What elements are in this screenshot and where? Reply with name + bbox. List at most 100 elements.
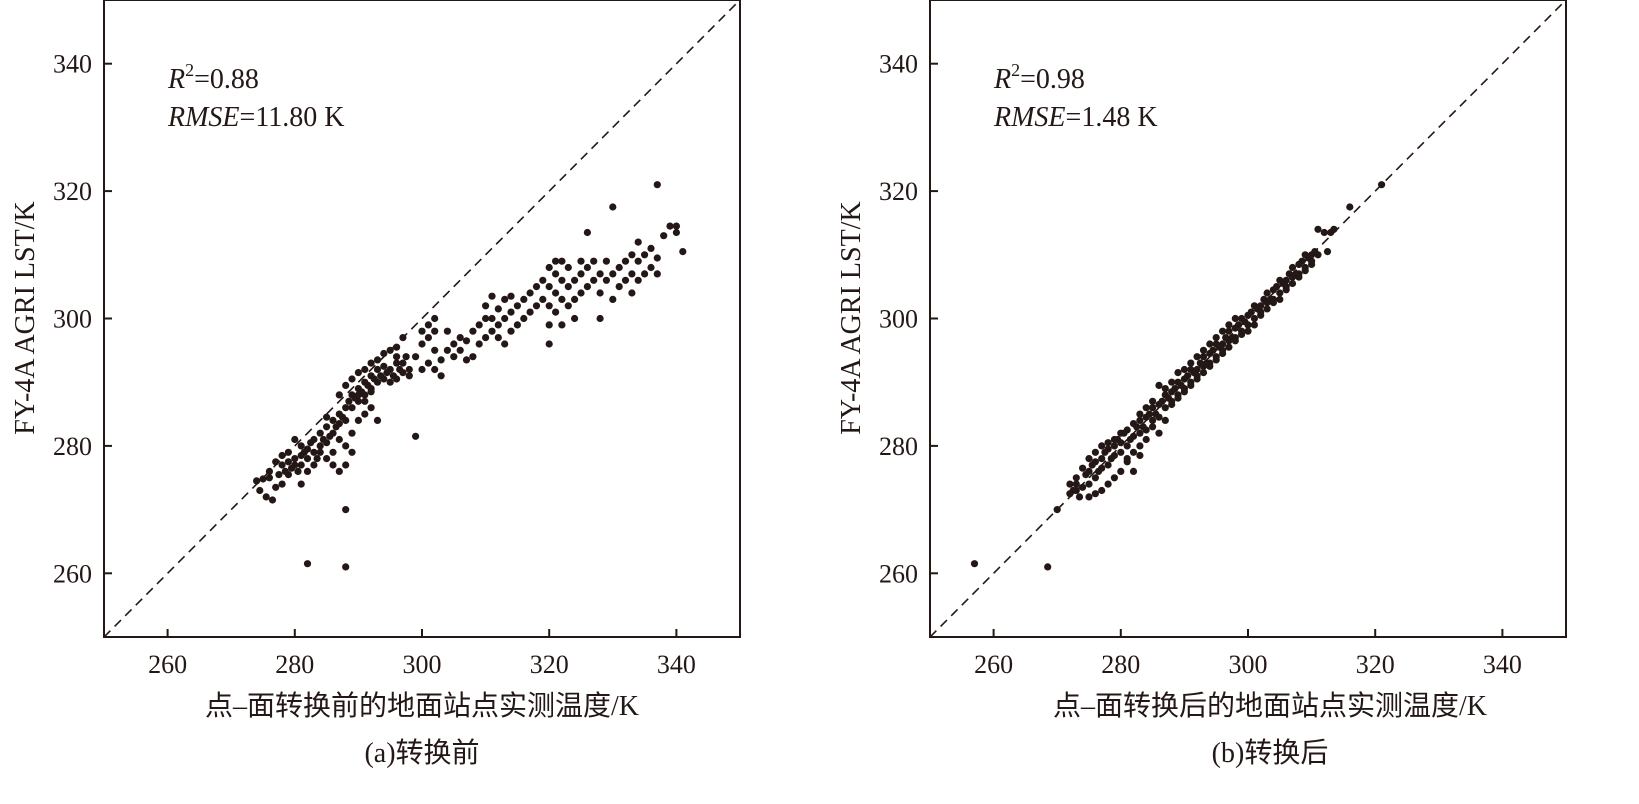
panel-b-data-point: [1079, 483, 1087, 491]
panel-a-data-point: [628, 251, 636, 259]
panel-a-data-point: [386, 365, 394, 374]
panel-b-data-point: [1257, 308, 1265, 316]
panel-a-data-point: [348, 448, 356, 456]
panel-b-data-point: [1263, 289, 1271, 297]
panel-a-data-point: [256, 486, 264, 495]
panel-a-data-point: [501, 295, 509, 303]
panel-b-x-tick-label: 320: [1356, 650, 1395, 679]
panel-a-data-point: [361, 391, 369, 399]
panel-a-data-point: [507, 308, 515, 316]
panel-b-x-tick-label: 300: [1229, 650, 1268, 679]
panel-b-data-point: [1180, 385, 1188, 393]
panel-a-data-point: [342, 416, 350, 424]
panel-a-data-point: [634, 276, 642, 284]
panel-a-data-point: [348, 429, 356, 437]
panel-a-data-point: [583, 283, 592, 291]
panel-a-data-point: [653, 254, 661, 262]
panel-b-data-point: [1136, 429, 1144, 437]
panel-b-data-point: [1231, 314, 1239, 323]
panel-a-data-point: [571, 295, 579, 303]
panel-a-data-point: [437, 372, 445, 380]
panel-b-x-tick-label: 260: [974, 650, 1013, 679]
panel-a-data-point: [323, 413, 331, 421]
panel-b-points: [970, 181, 1386, 571]
panel-a-data-point: [462, 337, 471, 345]
panel-a-data-point: [552, 289, 560, 297]
panel-a-data-point: [272, 483, 280, 491]
panel-a-data-point: [399, 334, 407, 342]
panel-a-data-point: [303, 445, 312, 453]
panel-b-caption: (b)转换后: [1212, 737, 1329, 769]
panel-a-y-tick-label: 340: [53, 50, 92, 79]
panel-a-data-point: [660, 232, 668, 240]
panel-b-data-point: [1295, 270, 1303, 278]
panel-b-data-point: [1212, 356, 1220, 364]
panel-b-data-point: [1104, 461, 1112, 469]
panel-a-x-tick-label: 280: [275, 650, 314, 679]
panel-a-data-point: [482, 302, 490, 310]
panel-a-data-point: [615, 263, 623, 272]
panel-a-data-point: [482, 334, 490, 342]
panel-a-r2-superscript: 2: [185, 60, 194, 80]
panel-a-data-point: [278, 451, 286, 460]
panel-a-data-point: [552, 308, 560, 316]
panel-b-data-point: [1209, 346, 1217, 354]
panel-b-data-point: [1066, 490, 1074, 498]
panel-b-data-point: [1085, 467, 1093, 475]
panel-a-data-point: [513, 302, 522, 310]
panel-b-data-point: [1079, 464, 1087, 472]
panel-a-data-point: [577, 289, 585, 297]
panel-b-data-point: [1104, 439, 1112, 447]
panel-a-data-point: [583, 263, 592, 272]
panel-a-data-point: [672, 222, 681, 230]
panel-a-data-point: [272, 458, 280, 466]
panel-a-data-point: [393, 359, 401, 367]
panel-a-data-point: [615, 283, 623, 291]
panel-b-data-point: [1314, 251, 1322, 259]
panel-a-data-point: [520, 295, 528, 303]
panel-b-data-point: [1323, 248, 1332, 256]
panel-a-data-point: [329, 429, 337, 437]
panel-a-data-point: [596, 289, 604, 297]
panel-a-data-point: [545, 283, 553, 291]
panel-b-data-point: [1117, 439, 1125, 447]
panel-a-data-point: [552, 257, 560, 265]
panel-b-data-point: [1282, 283, 1290, 291]
panel-a-data-point: [443, 346, 451, 354]
panel-a-data-point: [329, 461, 337, 469]
panel-b-rmse-value: =1.48 K: [1066, 102, 1158, 133]
panel-b-data-point: [1346, 203, 1354, 211]
panel-a-data-point: [424, 359, 432, 367]
panel-a-data-point: [380, 375, 388, 383]
panel-a-data-point: [342, 381, 350, 389]
panel-a-data-point: [456, 346, 464, 354]
panel-a-data-point: [641, 270, 649, 278]
panel-b-y-axis-ticks: 260 280 300 320 340: [879, 50, 938, 588]
panel-a-data-point: [367, 388, 375, 396]
panel-b-rmse: RMSE=1.48 K: [993, 102, 1158, 133]
panel-a-x-tick-label: 340: [657, 650, 696, 679]
panel-a-data-point: [628, 289, 636, 297]
panel-a-data-point: [342, 563, 350, 571]
panel-b-data-point: [1136, 410, 1144, 418]
panel-a-data-point: [367, 359, 375, 367]
panel-a-data-point: [456, 334, 464, 342]
panel-a-data-point: [539, 295, 547, 303]
panel-a-data-point: [513, 321, 522, 329]
panel-a-data-point: [268, 496, 277, 504]
panel-b-data-point: [1308, 257, 1316, 265]
panel-b-data-point: [1378, 181, 1386, 189]
panel-b-data-point: [1225, 327, 1233, 335]
panel-a-data-point: [621, 257, 630, 265]
panel-a-data-point: [494, 305, 502, 313]
panel-a-data-point: [380, 349, 388, 358]
panel-b-data-point: [1231, 334, 1239, 342]
panel-a-data-point: [450, 340, 458, 348]
panel-a-data-point: [545, 302, 553, 310]
panel-a-data-point: [313, 455, 321, 463]
panel-b-x-tick-label: 280: [1101, 650, 1140, 679]
panel-a-x-axis-ticks: 260 280 300 320 340: [148, 629, 696, 679]
panel-a-data-point: [526, 308, 534, 316]
panel-a-data-point: [399, 369, 407, 377]
